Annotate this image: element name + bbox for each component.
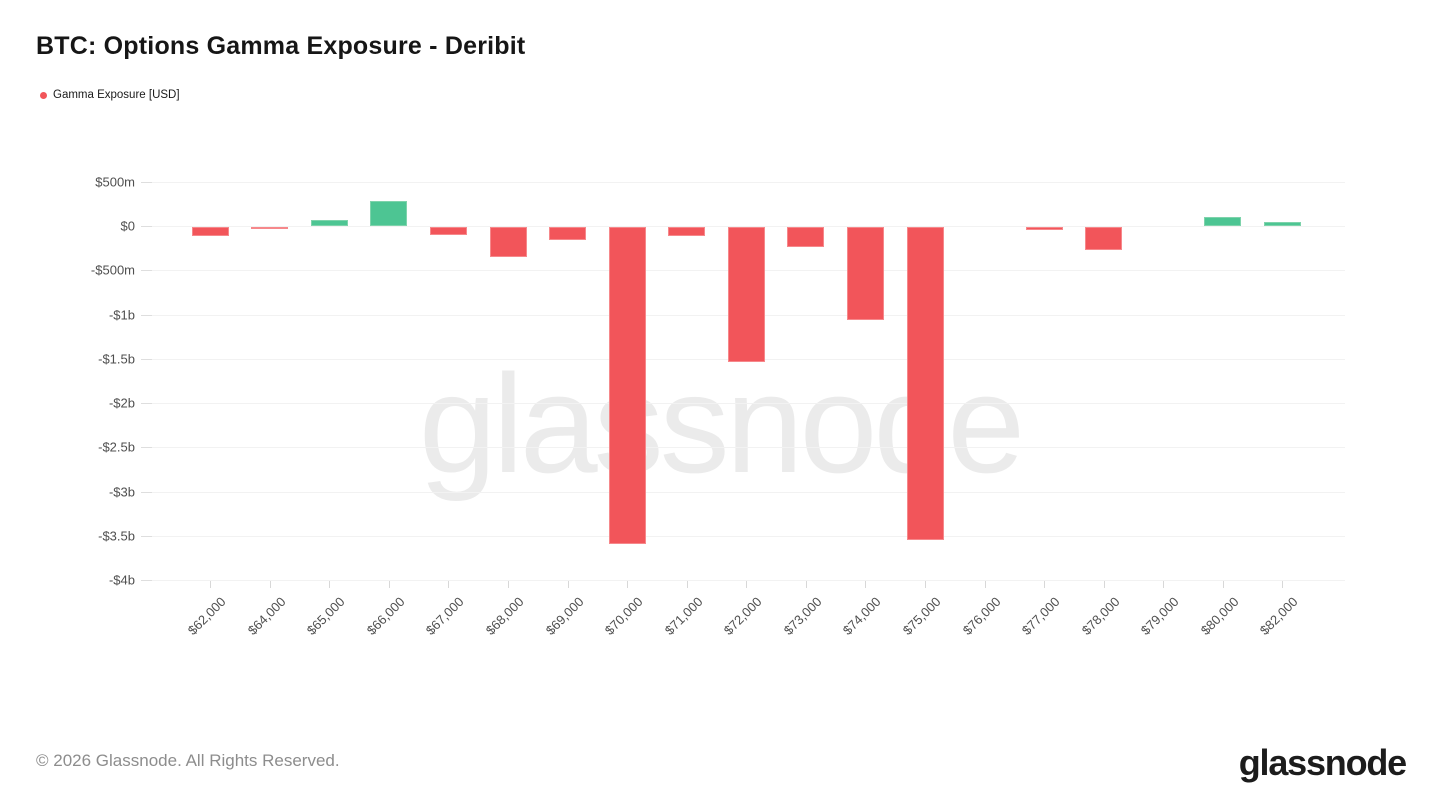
x-axis-label: $66,000 <box>363 594 408 638</box>
y-axis-label: -$2.5b <box>98 439 135 455</box>
x-axis-label: $68,000 <box>482 594 527 638</box>
gridline <box>141 447 1345 449</box>
y-axis-tick <box>141 491 152 493</box>
y-axis-tick <box>141 226 152 228</box>
y-axis-label: -$3b <box>108 484 135 500</box>
bar-75000[interactable] <box>906 227 944 541</box>
x-axis-tick <box>567 581 569 588</box>
x-axis-label: $64,000 <box>244 594 289 638</box>
x-axis-tick <box>746 581 748 588</box>
y-axis-tick <box>141 182 152 183</box>
x-axis-tick <box>865 581 867 588</box>
gridline <box>141 226 1345 228</box>
gridline <box>141 403 1345 405</box>
x-axis-tick <box>329 581 331 588</box>
x-axis-label: $82,000 <box>1257 594 1302 638</box>
y-axis-label: -$1.5b <box>98 351 135 367</box>
x-axis-label: $72,000 <box>721 594 765 638</box>
x-axis-tick <box>1044 581 1046 588</box>
x-axis-label: $71,000 <box>661 594 706 638</box>
bar-78000[interactable] <box>1085 227 1123 251</box>
x-axis-label: $73,000 <box>780 594 825 638</box>
x-axis-label: $62,000 <box>184 594 229 638</box>
gridline <box>141 491 1345 493</box>
y-axis-tick <box>141 403 152 405</box>
x-axis-tick <box>686 581 688 588</box>
bar-77000[interactable] <box>1025 227 1063 230</box>
x-axis-tick <box>1282 581 1284 588</box>
y-axis-tick <box>141 447 152 449</box>
x-axis-tick <box>508 581 510 588</box>
y-axis-label: $500m <box>95 174 135 190</box>
gridline <box>141 535 1345 537</box>
bar-67000[interactable] <box>429 227 467 236</box>
y-axis-label: -$1b <box>108 307 135 323</box>
bar-68000[interactable] <box>489 227 527 258</box>
bar-82000[interactable] <box>1263 221 1301 227</box>
bar-69000[interactable] <box>549 227 587 241</box>
x-axis-tick <box>925 581 927 588</box>
x-axis-tick <box>627 581 629 588</box>
bar-71000[interactable] <box>668 227 706 236</box>
y-axis-label: -$4b <box>108 572 135 588</box>
y-axis-tick <box>141 270 152 272</box>
gridline <box>141 182 1345 183</box>
x-axis-label: $70,000 <box>601 594 646 638</box>
bar-66000[interactable] <box>370 201 408 227</box>
x-axis-tick <box>210 581 212 588</box>
x-axis-label: $76,000 <box>959 594 1004 638</box>
legend-dot-icon <box>40 91 47 99</box>
x-axis-label: $74,000 <box>840 594 885 638</box>
glassnode-logo: glassnode <box>1238 742 1407 783</box>
gridline <box>141 580 1345 581</box>
legend-label: Gamma Exposure [USD] <box>53 89 180 101</box>
x-axis-label: $75,000 <box>899 594 944 638</box>
x-axis-label: $78,000 <box>1078 594 1123 638</box>
chart-title: BTC: Options Gamma Exposure - Deribit <box>36 32 526 60</box>
x-axis-label: $67,000 <box>423 594 468 638</box>
x-axis-tick <box>1222 581 1224 588</box>
bar-65000[interactable] <box>310 219 348 227</box>
bar-74000[interactable] <box>846 227 884 321</box>
x-axis-tick <box>805 581 807 588</box>
y-axis-tick <box>141 580 152 581</box>
bar-70000[interactable] <box>608 227 646 544</box>
x-axis-tick <box>1103 581 1105 588</box>
bar-62000[interactable] <box>191 227 229 237</box>
x-axis-label: $80,000 <box>1197 594 1242 638</box>
legend-item-gamma-exposure[interactable]: Gamma Exposure [USD] <box>40 89 180 101</box>
bar-72000[interactable] <box>727 227 765 362</box>
x-axis-tick <box>269 581 271 588</box>
y-axis-label: $0 <box>120 218 135 234</box>
y-axis-label: -$500m <box>90 262 135 278</box>
copyright-text: © 2026 Glassnode. All Rights Reserved. <box>36 751 340 770</box>
y-axis-tick <box>141 314 152 316</box>
x-axis-label: $65,000 <box>304 594 348 638</box>
y-axis-label: -$2b <box>108 395 135 411</box>
bar-80000[interactable] <box>1204 217 1242 227</box>
y-axis-label: -$3.5b <box>98 528 135 544</box>
x-axis-tick <box>984 581 986 588</box>
bar-73000[interactable] <box>787 227 825 248</box>
x-axis-tick <box>1163 581 1165 588</box>
x-axis-tick <box>448 581 450 588</box>
x-axis-label: $77,000 <box>1018 594 1063 638</box>
x-axis-label: $79,000 <box>1138 594 1182 638</box>
x-axis-label: $69,000 <box>542 594 587 638</box>
y-axis-tick <box>141 535 152 537</box>
x-axis-tick <box>388 581 390 588</box>
y-axis-tick <box>141 358 152 360</box>
bar-64000[interactable] <box>251 227 289 230</box>
